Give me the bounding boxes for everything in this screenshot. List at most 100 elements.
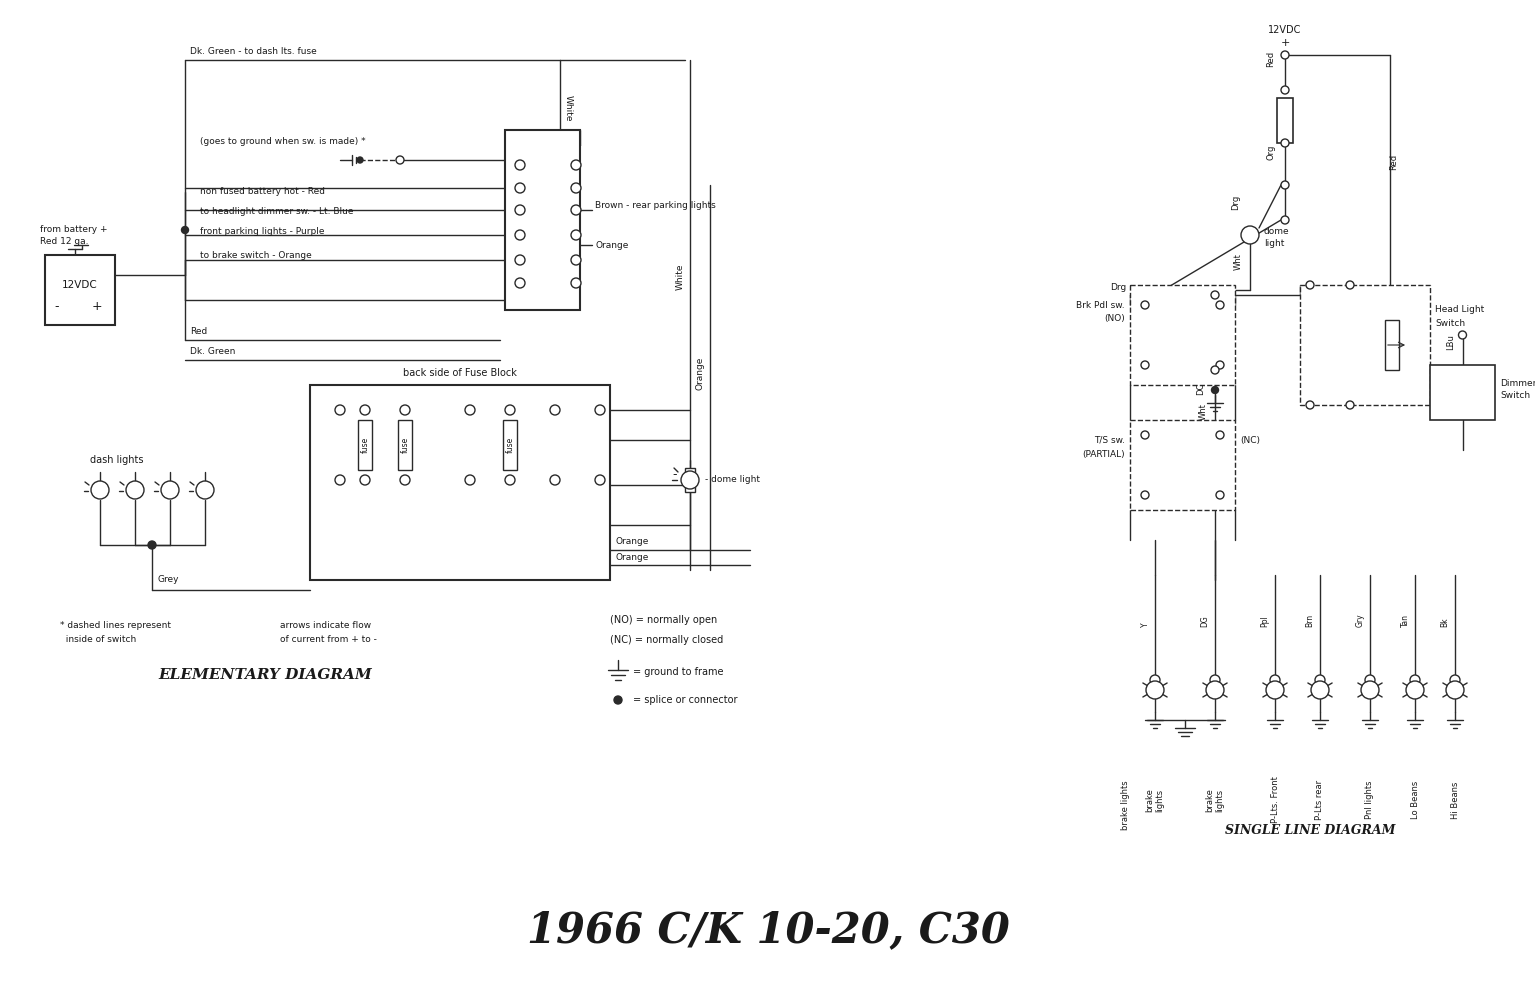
- Circle shape: [1216, 431, 1223, 439]
- Text: inside of switch: inside of switch: [60, 635, 137, 644]
- Text: SINGLE LINE DIAGRAM: SINGLE LINE DIAGRAM: [1225, 824, 1395, 836]
- Text: Wht: Wht: [1234, 253, 1242, 270]
- Text: Red: Red: [1266, 51, 1276, 67]
- Text: Bk: Bk: [1440, 617, 1449, 627]
- Circle shape: [161, 481, 180, 499]
- Circle shape: [1306, 281, 1314, 289]
- Bar: [1385, 320, 1398, 370]
- Text: Dk. Green: Dk. Green: [190, 348, 235, 357]
- Text: Orange: Orange: [616, 553, 648, 562]
- Circle shape: [1315, 675, 1325, 685]
- Bar: [1300, 285, 1431, 405]
- Bar: [685, 468, 695, 492]
- Circle shape: [682, 471, 698, 489]
- Bar: [398, 420, 411, 470]
- Circle shape: [1411, 675, 1420, 685]
- Text: front parking lights - Purple: front parking lights - Purple: [200, 228, 324, 237]
- Text: (NO) = normally open: (NO) = normally open: [609, 615, 717, 625]
- Text: Brown - rear parking lights: Brown - rear parking lights: [596, 200, 715, 209]
- Text: Gry: Gry: [1355, 613, 1365, 627]
- Bar: [1431, 365, 1495, 420]
- Bar: [1277, 98, 1292, 143]
- Text: Switch: Switch: [1500, 391, 1530, 400]
- Bar: [503, 420, 517, 470]
- Text: +: +: [1280, 38, 1289, 48]
- Text: White: White: [563, 95, 573, 122]
- Text: back side of Fuse Block: back side of Fuse Block: [404, 368, 517, 378]
- Circle shape: [614, 696, 622, 704]
- Text: Lo Beans: Lo Beans: [1411, 781, 1420, 820]
- Circle shape: [401, 475, 410, 485]
- Text: P-Lts. Front: P-Lts. Front: [1271, 777, 1280, 824]
- Circle shape: [1141, 301, 1150, 309]
- Circle shape: [1446, 681, 1464, 699]
- Circle shape: [1211, 366, 1219, 374]
- Circle shape: [516, 230, 525, 240]
- Circle shape: [550, 475, 560, 485]
- Text: Pnl lights: Pnl lights: [1366, 781, 1374, 820]
- Text: DC: DC: [1196, 383, 1205, 395]
- Circle shape: [516, 160, 525, 170]
- Text: to headlight dimmer sw. - Lt. Blue: to headlight dimmer sw. - Lt. Blue: [200, 207, 353, 216]
- Circle shape: [505, 475, 516, 485]
- Text: 12VDC: 12VDC: [61, 280, 98, 290]
- Text: White: White: [675, 264, 685, 290]
- Circle shape: [1406, 681, 1424, 699]
- Text: brake
lights: brake lights: [1145, 788, 1165, 812]
- Circle shape: [465, 475, 474, 485]
- Text: Org: Org: [1266, 145, 1276, 160]
- Circle shape: [571, 278, 582, 288]
- Circle shape: [181, 227, 189, 234]
- Text: brake lights: brake lights: [1121, 780, 1130, 829]
- Text: -: -: [672, 469, 677, 482]
- Text: P-Lts rear: P-Lts rear: [1315, 780, 1325, 821]
- Text: -: -: [55, 300, 60, 313]
- Circle shape: [1147, 681, 1164, 699]
- Circle shape: [1311, 681, 1329, 699]
- Circle shape: [1362, 681, 1378, 699]
- Text: Tan: Tan: [1400, 614, 1409, 627]
- Circle shape: [571, 205, 582, 215]
- Circle shape: [1211, 386, 1219, 393]
- Text: (NO): (NO): [1104, 314, 1125, 323]
- Text: fuse: fuse: [361, 437, 370, 453]
- Circle shape: [147, 541, 157, 549]
- Circle shape: [1346, 401, 1354, 409]
- Text: Orange: Orange: [695, 357, 705, 390]
- Text: Grey: Grey: [157, 576, 178, 585]
- Circle shape: [571, 230, 582, 240]
- Circle shape: [1150, 675, 1160, 685]
- Bar: [358, 420, 371, 470]
- Circle shape: [550, 405, 560, 415]
- Circle shape: [1282, 216, 1289, 224]
- Text: - dome light: - dome light: [705, 476, 760, 485]
- Circle shape: [335, 475, 345, 485]
- Text: ELEMENTARY DIAGRAM: ELEMENTARY DIAGRAM: [158, 668, 371, 682]
- Text: Red: Red: [190, 327, 207, 337]
- Circle shape: [1211, 291, 1219, 299]
- Text: +: +: [92, 300, 103, 313]
- Text: dome: dome: [1263, 228, 1289, 237]
- Text: Ppl: Ppl: [1260, 615, 1269, 627]
- Text: fuse: fuse: [505, 437, 514, 453]
- Circle shape: [1210, 675, 1220, 685]
- Text: (NC): (NC): [1240, 435, 1260, 445]
- Circle shape: [361, 475, 370, 485]
- Circle shape: [1282, 181, 1289, 189]
- Circle shape: [1141, 361, 1150, 369]
- Text: = ground to frame: = ground to frame: [632, 667, 723, 677]
- Text: non fused battery hot - Red: non fused battery hot - Red: [200, 187, 325, 196]
- Text: Y: Y: [1141, 622, 1150, 627]
- Text: Orange: Orange: [616, 537, 648, 546]
- Circle shape: [401, 405, 410, 415]
- Text: (goes to ground when sw. is made) *: (goes to ground when sw. is made) *: [200, 138, 365, 147]
- Text: = splice or connector: = splice or connector: [632, 695, 737, 705]
- Text: of current from + to -: of current from + to -: [279, 635, 378, 644]
- Text: Switch: Switch: [1435, 318, 1464, 327]
- Circle shape: [361, 405, 370, 415]
- Text: Brk Pdl sw.: Brk Pdl sw.: [1076, 300, 1125, 309]
- Circle shape: [571, 160, 582, 170]
- Text: Dimmer: Dimmer: [1500, 379, 1535, 387]
- Circle shape: [1451, 675, 1460, 685]
- Circle shape: [1458, 331, 1466, 339]
